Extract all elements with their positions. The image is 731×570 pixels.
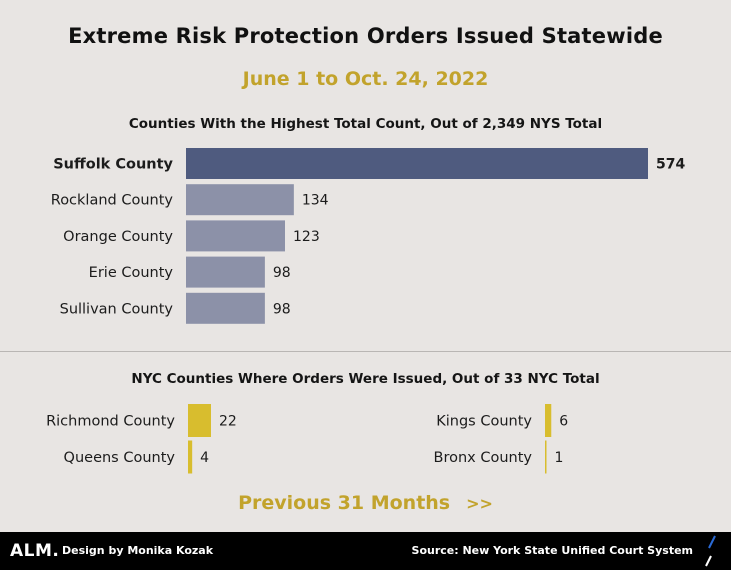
bar-erie-county xyxy=(186,256,265,288)
value-label-erie-county: 98 xyxy=(273,265,291,281)
category-label-erie-county: Erie County xyxy=(89,265,174,281)
previous-months-link[interactable]: Previous 31 Months >> xyxy=(0,492,731,514)
slash-decoration-icon xyxy=(705,535,716,567)
date-range-subtitle: June 1 to Oct. 24, 2022 xyxy=(242,68,489,90)
bar-queens-county xyxy=(188,440,193,474)
value-label-rockland-county: 134 xyxy=(302,193,329,209)
value-label-queens-county: 4 xyxy=(200,450,209,466)
category-label-suffolk-county: Suffolk County xyxy=(53,157,173,173)
design-credit: Design by Monika Kozak xyxy=(62,544,214,557)
bar-orange-county xyxy=(186,220,285,252)
value-label-orange-county: 123 xyxy=(293,229,320,245)
double-chevron-right-icon: >> xyxy=(466,494,493,513)
category-label-kings-county: Kings County xyxy=(436,414,532,430)
nyc-counties-chart-title: NYC Counties Where Orders Were Issued, O… xyxy=(131,371,600,387)
nyc-counties-bar-chart: Richmond County 22 Queens County 4 Kings Cou… xyxy=(46,404,568,474)
footer-bar: ALM. Design by Monika Kozak Source: New … xyxy=(0,532,731,570)
category-label-rockland-county: Rockland County xyxy=(51,193,174,209)
bar-kings-county xyxy=(545,404,552,437)
value-label-suffolk-county: 574 xyxy=(656,157,685,173)
bar-sullivan-county xyxy=(186,292,265,324)
bar-rockland-county xyxy=(186,184,294,216)
value-label-bronx-county: 1 xyxy=(555,450,564,466)
category-label-orange-county: Orange County xyxy=(63,229,173,245)
top-counties-bar-chart: Suffolk County 574 Rockland County 134 Orang… xyxy=(51,148,685,324)
bar-richmond-county xyxy=(188,404,211,437)
value-label-kings-county: 6 xyxy=(559,414,568,430)
category-label-queens-county: Queens County xyxy=(64,450,176,466)
top-counties-chart-title: Counties With the Highest Total Count, O… xyxy=(128,116,603,132)
category-label-sullivan-county: Sullivan County xyxy=(60,301,174,317)
source-credit: Source: New York State Unified Court Sys… xyxy=(411,544,693,557)
page-title: Extreme Risk Protection Orders Issued St… xyxy=(68,24,663,48)
section-divider xyxy=(0,351,731,352)
bar-suffolk-county xyxy=(186,148,648,179)
previous-months-label: Previous 31 Months xyxy=(238,492,451,514)
value-label-sullivan-county: 98 xyxy=(273,301,291,317)
category-label-richmond-county: Richmond County xyxy=(46,414,175,430)
alm-logo: ALM. xyxy=(10,541,60,561)
bar-bronx-county xyxy=(545,440,547,474)
value-label-richmond-county: 22 xyxy=(219,414,237,430)
category-label-bronx-county: Bronx County xyxy=(434,450,533,466)
